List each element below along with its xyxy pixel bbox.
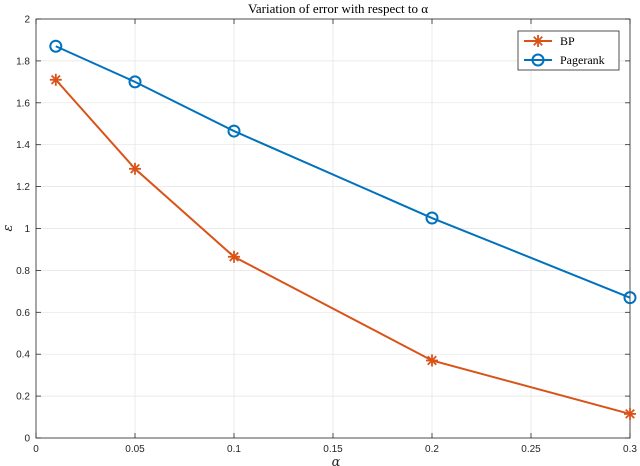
data-point-bp — [49, 73, 62, 86]
legend: BP Pagerank — [517, 30, 620, 71]
x-tick-label: 0.15 — [323, 444, 343, 455]
x-tick-label: 0.05 — [125, 444, 145, 455]
data-point-pagerank — [425, 211, 439, 225]
legend-label-bp: BP — [560, 34, 575, 48]
data-point-bp — [624, 407, 636, 420]
data-point-bp — [129, 162, 141, 175]
marker-stroke — [427, 355, 437, 366]
legend-label-pagerank: Pagerank — [560, 53, 605, 67]
x-tick-label: 0.2 — [425, 444, 439, 455]
y-tick-label: 1.6 — [16, 98, 30, 109]
marker-stroke — [229, 251, 239, 262]
x-tick-label: 0.25 — [521, 444, 541, 455]
legend-marker-bp — [532, 35, 544, 47]
x-tick-label: 0.1 — [227, 444, 241, 455]
series-line-pagerank — [55, 45, 631, 299]
marker-stroke — [625, 409, 635, 419]
legend-marker-symbol — [531, 53, 545, 67]
y-tick-label: 0 — [24, 434, 30, 445]
marker-stroke — [533, 36, 543, 46]
data-point-pagerank — [128, 75, 142, 89]
data-point-pagerank — [227, 124, 241, 138]
marker-stroke — [50, 74, 61, 85]
y-tick-label: 0.2 — [16, 392, 30, 403]
y-tick-label: 0.8 — [16, 266, 30, 277]
y-tick-label: 1.2 — [16, 182, 30, 193]
legend-marker-symbol — [532, 35, 544, 47]
legend-marker-pagerank — [531, 53, 545, 67]
x-tick-label: 0 — [33, 444, 39, 455]
series-layer — [49, 39, 637, 420]
series-line-bp — [55, 79, 631, 415]
y-tick-label: 1.4 — [16, 140, 30, 151]
y-tick-label: 0.6 — [16, 308, 30, 319]
axis-ticks: 0 0.05 0.1 0.15 0.2 0.25 0.3 0 0.2 0.4 0.6 0.8 1 1.2 1… — [16, 15, 637, 456]
grid — [35, 18, 631, 439]
x-axis-label: α — [332, 455, 341, 466]
data-point-bp — [228, 250, 240, 263]
y-tick-label: 0.4 — [16, 350, 30, 361]
y-tick-label: 2 — [24, 15, 30, 26]
y-axis-label: ε — [1, 224, 16, 231]
chart-title: Variation of error with respect to α — [248, 1, 428, 16]
y-tick-label: 1.8 — [16, 56, 30, 67]
data-point-bp — [426, 354, 438, 367]
data-point-pagerank — [623, 291, 637, 305]
x-tick-label: 0.3 — [623, 444, 637, 455]
y-tick-label: 1 — [24, 224, 30, 235]
data-point-pagerank — [49, 39, 63, 53]
marker-stroke — [130, 163, 140, 174]
